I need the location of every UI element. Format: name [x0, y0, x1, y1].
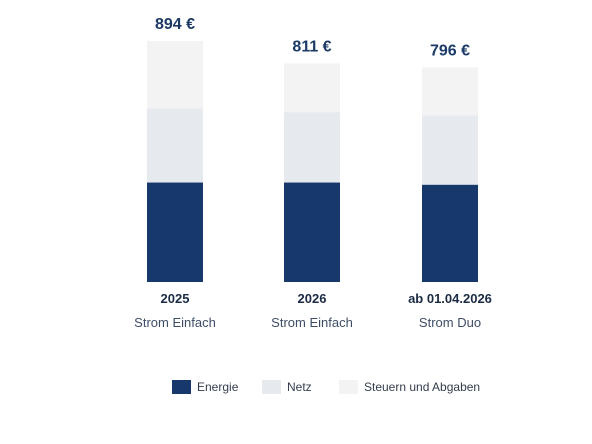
bar-segment-steuern-und-abgaben-0 — [147, 41, 203, 109]
legend-label-netz: Netz — [287, 380, 312, 394]
category-tariff-label-0: Strom Einfach — [134, 315, 216, 330]
category-labels-group: 2025 Strom Einfach 2026 Strom Einfach ab 01.… — [134, 291, 492, 330]
legend-label-energie: Energie — [197, 380, 239, 394]
bars-group — [147, 41, 478, 282]
bar-segment-steuern-und-abgaben-2 — [422, 67, 478, 116]
category-period-label-1: 2026 — [298, 291, 327, 306]
category-tariff-label-1: Strom Einfach — [271, 315, 353, 330]
bar-segment-steuern-und-abgaben-1 — [284, 63, 340, 113]
bar-segment-energie-0 — [147, 182, 203, 282]
legend-label-steuern-und-abgaben: Steuern und Abgaben — [364, 380, 480, 394]
bar-segment-netz-2 — [422, 115, 478, 185]
legend-swatch-energie — [172, 380, 191, 394]
bar-segment-energie-2 — [422, 184, 478, 282]
category-period-label-2: ab 01.04.2026 — [408, 291, 492, 306]
bar-total-label-0: 894 € — [155, 16, 195, 33]
bar-total-label-1: 811 € — [292, 38, 331, 55]
bar-segment-netz-0 — [147, 108, 203, 183]
totals-group: 894 € 811 € 796 € — [155, 16, 470, 59]
category-period-label-0: 2025 — [161, 291, 190, 306]
bar-segment-netz-1 — [284, 112, 340, 183]
category-tariff-label-2: Strom Duo — [419, 315, 481, 330]
bar-total-label-2: 796 € — [430, 42, 470, 59]
bar-segment-energie-1 — [284, 182, 340, 282]
legend: Energie Netz Steuern und Abgaben — [172, 380, 480, 394]
legend-swatch-netz — [262, 380, 281, 394]
legend-swatch-steuern-und-abgaben — [339, 380, 358, 394]
